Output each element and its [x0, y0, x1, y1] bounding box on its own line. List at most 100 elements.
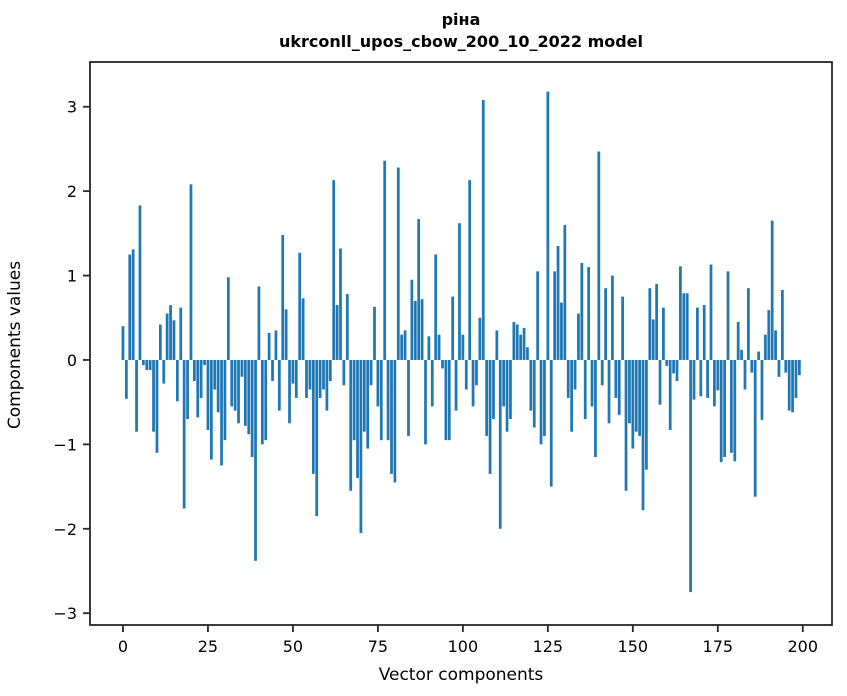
bar — [631, 359, 635, 449]
bar — [607, 359, 611, 424]
y-tick-label: −2 — [53, 520, 77, 539]
bar — [277, 359, 281, 411]
chart-title: ріна — [441, 10, 481, 29]
bar — [730, 359, 733, 453]
bar — [298, 252, 302, 360]
x-tick-label: 125 — [533, 637, 564, 656]
bar — [247, 359, 251, 435]
bar — [580, 262, 584, 360]
bar — [488, 359, 492, 474]
bar — [366, 359, 370, 449]
bar — [777, 359, 781, 377]
bar — [271, 359, 274, 382]
bar — [784, 359, 788, 373]
y-tick-label: 3 — [67, 98, 77, 117]
bar — [186, 359, 189, 420]
bar — [400, 334, 404, 360]
bar — [526, 347, 529, 360]
bar — [764, 334, 767, 360]
bar — [441, 359, 444, 369]
bar — [182, 359, 186, 509]
x-tick-label: 100 — [448, 637, 479, 656]
bar — [288, 359, 291, 424]
bar — [655, 283, 658, 360]
bar — [478, 317, 482, 360]
bar — [757, 351, 760, 360]
bar — [128, 254, 132, 360]
bar — [209, 359, 213, 460]
y-tick-label: 0 — [67, 351, 77, 370]
bar — [600, 359, 604, 386]
bar — [165, 313, 169, 360]
bar — [349, 359, 353, 491]
bar — [362, 359, 366, 432]
bar — [172, 320, 176, 360]
bar — [556, 246, 560, 360]
bar — [495, 330, 499, 360]
bar — [702, 305, 706, 360]
bar — [787, 359, 791, 411]
bar — [733, 359, 737, 462]
bar — [685, 293, 689, 360]
bar — [634, 359, 638, 432]
bar — [356, 359, 359, 479]
bar — [774, 330, 777, 360]
bar — [696, 307, 699, 360]
bar — [611, 275, 614, 360]
bar — [699, 359, 703, 397]
bar — [719, 359, 723, 463]
bar — [192, 359, 196, 382]
bar — [750, 359, 754, 373]
bar — [658, 359, 662, 405]
bar — [692, 359, 696, 400]
bar — [539, 359, 543, 445]
bar — [206, 359, 210, 431]
bar — [651, 319, 655, 360]
bar — [471, 359, 475, 407]
bar — [359, 359, 363, 533]
bar — [549, 359, 553, 487]
bar — [604, 288, 607, 360]
bar — [339, 248, 342, 360]
bar — [563, 224, 567, 360]
bar — [138, 205, 142, 360]
bar — [468, 180, 472, 360]
bar — [454, 359, 458, 411]
bar — [624, 359, 628, 491]
bar — [417, 219, 421, 360]
bar — [648, 288, 652, 360]
bar — [152, 359, 155, 432]
bar — [383, 160, 387, 360]
bar — [583, 359, 587, 420]
bar — [386, 359, 390, 441]
bar — [203, 359, 206, 366]
bar — [379, 359, 383, 441]
bar — [509, 359, 512, 420]
bar — [590, 359, 594, 407]
bar — [706, 359, 709, 398]
x-axis-label: Vector components — [378, 665, 544, 685]
bar — [797, 359, 801, 376]
bar — [662, 307, 665, 360]
bar — [485, 359, 489, 436]
bar — [311, 359, 315, 474]
bar — [597, 151, 601, 360]
chart-subtitle: ukrconll_upos_cbow_200_10_2022 model — [278, 32, 644, 51]
bar — [560, 302, 563, 360]
bar — [220, 359, 223, 466]
bar — [124, 359, 128, 399]
bar — [570, 359, 574, 432]
bar — [492, 359, 495, 420]
bar — [237, 359, 240, 424]
bar — [413, 300, 417, 360]
bar — [376, 359, 380, 407]
bar — [532, 359, 536, 428]
bar — [325, 359, 329, 411]
bar — [199, 359, 203, 398]
bar — [529, 359, 533, 411]
bar — [434, 254, 438, 360]
bar — [260, 359, 264, 445]
bar — [621, 296, 624, 360]
bar — [162, 359, 166, 384]
bar — [645, 359, 648, 470]
